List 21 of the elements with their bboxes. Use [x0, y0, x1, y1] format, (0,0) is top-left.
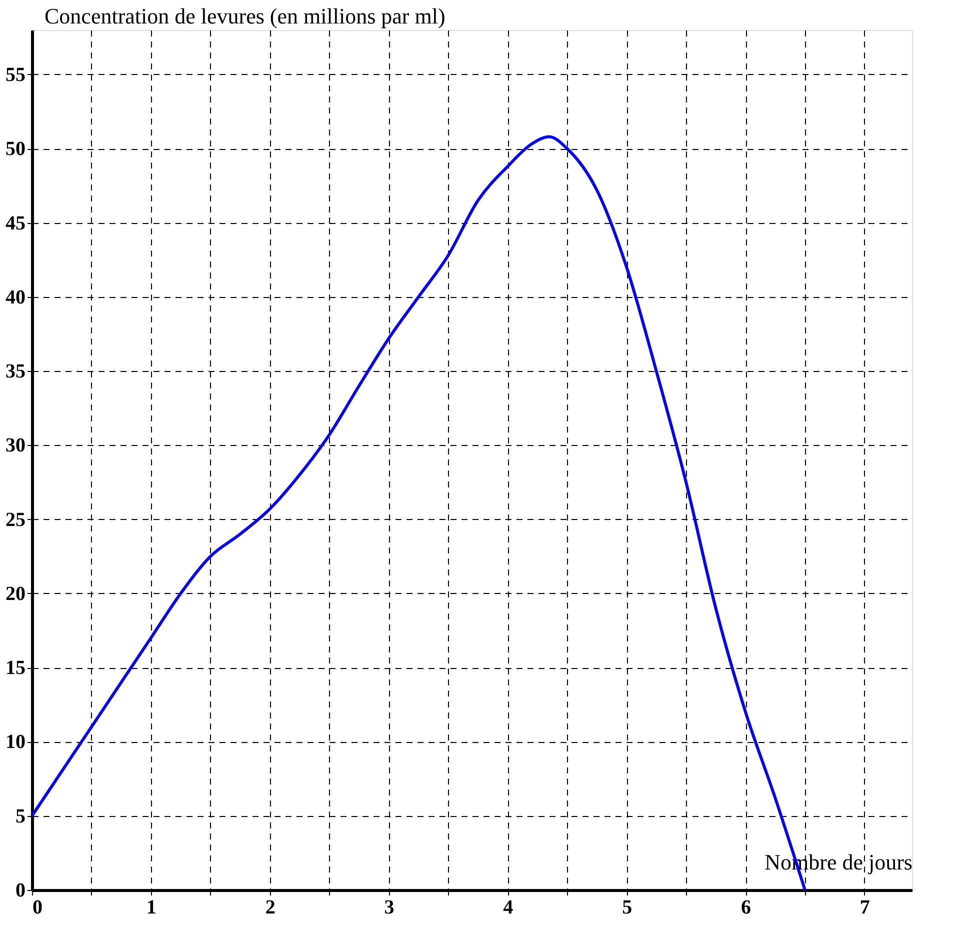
x-tick-label: 6	[741, 896, 752, 918]
y-tick-label: 35	[6, 360, 26, 383]
y-tick-label: 5	[16, 805, 26, 828]
y-tick-label: 25	[6, 508, 26, 531]
x-tick-label: 1	[146, 896, 156, 918]
y-tick-label: 10	[6, 731, 26, 754]
y-tick-label: 15	[6, 657, 26, 680]
x-tick-label: 3	[384, 896, 394, 918]
y-tick-label: 30	[6, 434, 26, 457]
y-axis-title: Concentration de levures (en millions par ml)	[44, 4, 446, 28]
x-tick-label: 7	[860, 896, 870, 918]
y-tick-label: 20	[6, 582, 26, 605]
x-tick-label: 0	[32, 896, 42, 918]
x-tick-label: 5	[622, 896, 632, 918]
y-tick-label: 40	[6, 286, 26, 308]
x-tick-label: 4	[503, 896, 514, 918]
y-tick-label: 50	[6, 138, 26, 160]
y-tick-label: 55	[6, 64, 26, 86]
y-tick-label: 0	[16, 880, 26, 902]
y-tick-label: 45	[6, 212, 26, 234]
x-tick-label: 2	[265, 896, 276, 918]
